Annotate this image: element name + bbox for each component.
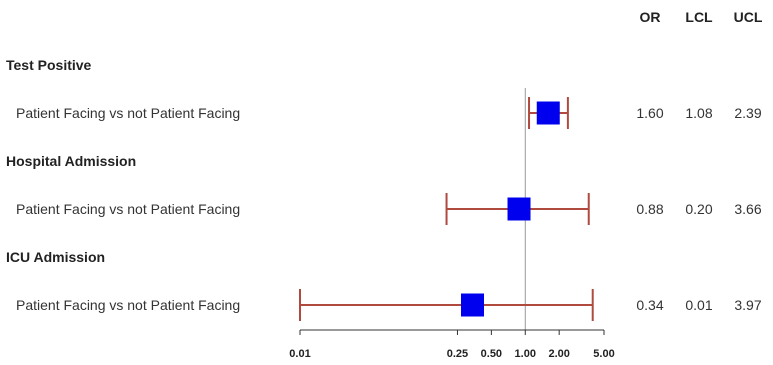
or-value: 0.34 [636, 297, 663, 313]
or-marker [536, 101, 560, 125]
ucl-value: 3.66 [734, 201, 761, 217]
group-label: ICU Admission [6, 249, 105, 265]
row-label: Patient Facing vs not Patient Facing [16, 297, 240, 313]
column-header-lcl: LCL [685, 9, 713, 25]
x-tick-label: 1.00 [515, 348, 536, 360]
lcl-value: 0.20 [685, 201, 712, 217]
x-tick-label: 0.25 [447, 348, 468, 360]
or-value: 1.60 [636, 105, 663, 121]
x-tick-label: 2.00 [548, 348, 569, 360]
group-label: Hospital Admission [6, 153, 136, 169]
x-tick-label: 0.50 [481, 348, 502, 360]
x-tick-label: 5.00 [593, 348, 614, 360]
row-label: Patient Facing vs not Patient Facing [16, 201, 240, 217]
lcl-value: 0.01 [685, 297, 712, 313]
ucl-value: 3.97 [734, 297, 761, 313]
row-label: Patient Facing vs not Patient Facing [16, 105, 240, 121]
or-marker [507, 197, 531, 221]
column-header-or: OR [640, 9, 661, 25]
group-label: Test Positive [6, 57, 92, 73]
or-marker [460, 293, 484, 317]
ucl-value: 2.39 [734, 105, 761, 121]
lcl-value: 1.08 [685, 105, 712, 121]
or-value: 0.88 [636, 201, 663, 217]
x-tick-label: 0.01 [289, 348, 310, 360]
column-header-ucl: UCL [734, 9, 763, 25]
